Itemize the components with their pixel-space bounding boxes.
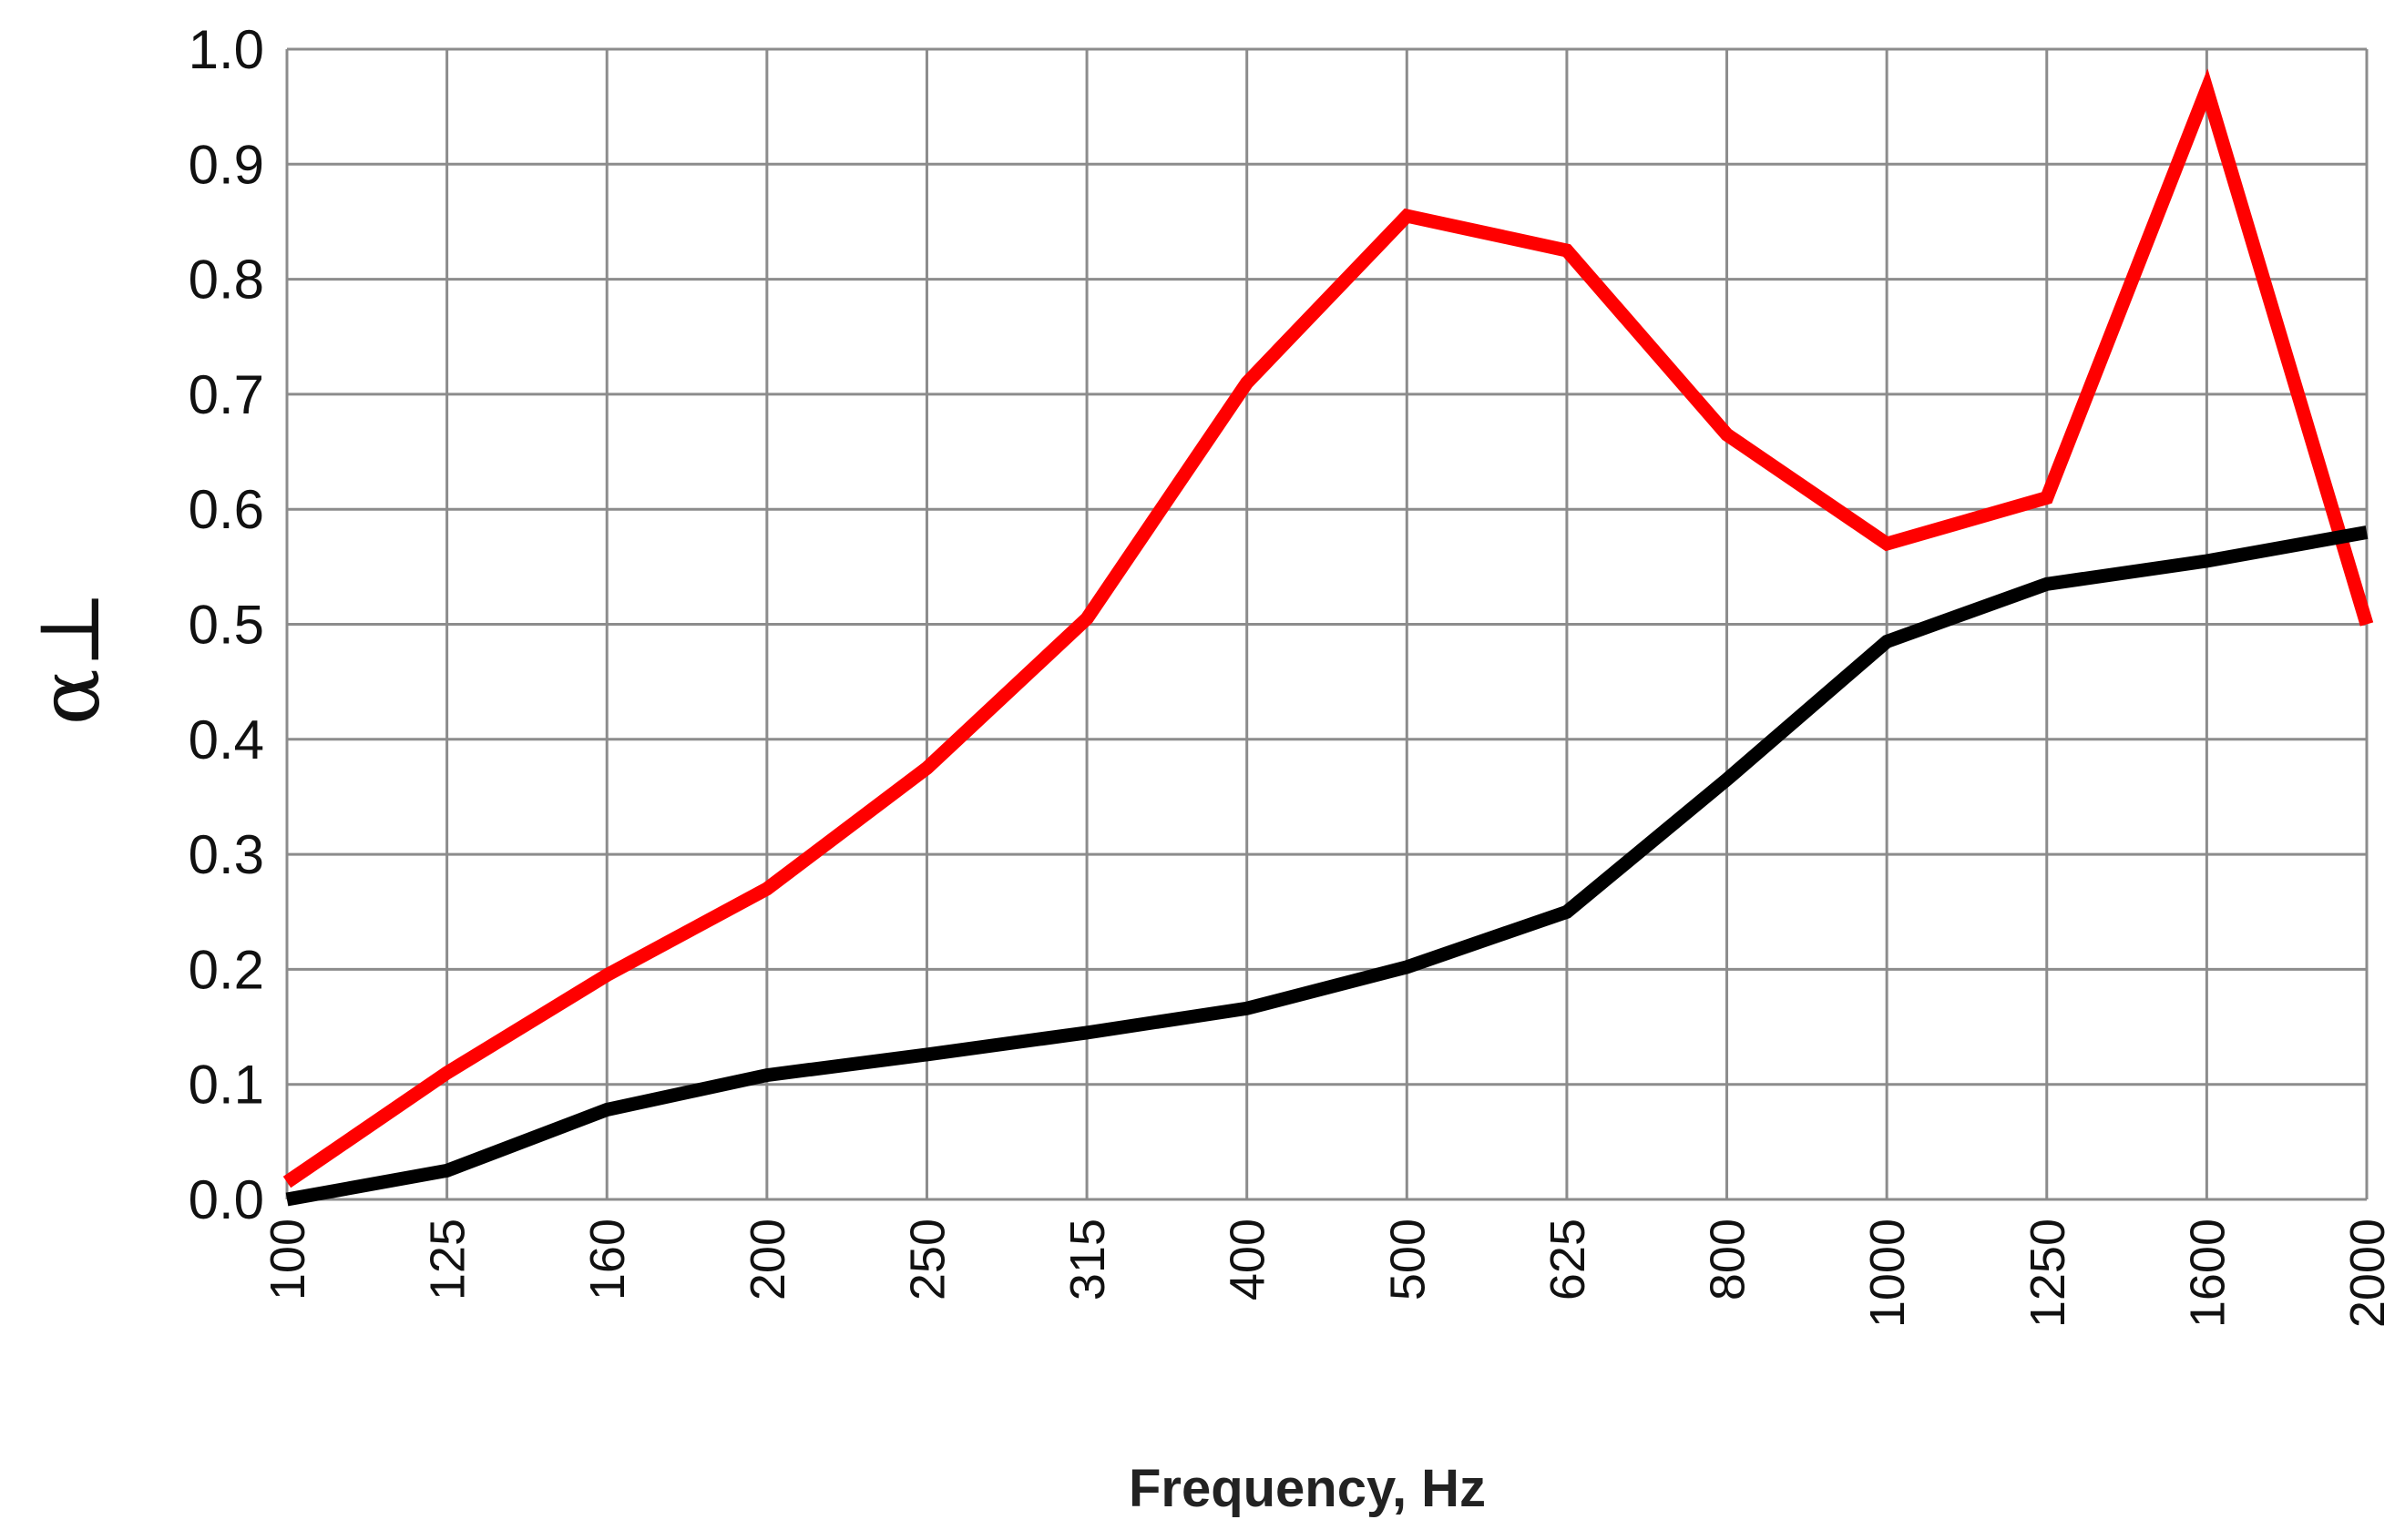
series-line-1 [282, 68, 2374, 1188]
y-tick-label: 0.0 [189, 1169, 264, 1230]
x-tick-label: 625 [1540, 1219, 1595, 1300]
x-tick-label: 400 [1221, 1219, 1275, 1300]
y-axis-label: α⊥ [21, 590, 118, 726]
y-tick-label: 0.9 [189, 134, 264, 195]
y-tick-label: 0.3 [189, 824, 264, 885]
x-tick-label: 2000 [2340, 1219, 2395, 1328]
x-tick-label: 315 [1060, 1219, 1115, 1300]
y-tick-label: 1.0 [189, 19, 264, 80]
y-tick-label: 0.8 [189, 250, 264, 311]
x-tick-label: 160 [580, 1219, 635, 1300]
y-tick-label: 0.6 [189, 479, 264, 540]
series-line-2 [285, 525, 2369, 1207]
x-tick-label: 1250 [2021, 1219, 2075, 1328]
x-axis-label: Frequency, Hz [1129, 1459, 1486, 1518]
x-tick-label: 100 [261, 1219, 315, 1300]
y-tick-label: 0.7 [189, 364, 264, 425]
x-tick-label: 200 [741, 1219, 795, 1300]
x-tick-label: 500 [1380, 1219, 1435, 1300]
y-tick-label: 0.5 [189, 595, 264, 656]
x-tick-label: 1000 [1860, 1219, 1915, 1328]
y-tick-label: 0.2 [189, 939, 264, 1000]
y-tick-label: 0.1 [189, 1055, 264, 1116]
x-tick-label: 125 [421, 1219, 476, 1300]
x-tick-label: 800 [1701, 1219, 1755, 1300]
x-tick-label: 1600 [2180, 1219, 2235, 1328]
x-tick-label: 250 [900, 1219, 955, 1300]
y-tick-label: 0.4 [189, 709, 264, 770]
grid [285, 47, 2369, 1201]
y-axis-ticks: 0.0 0.1 0.2 0.3 0.4 0.5 0.6 0.7 0.8 0.9 1.0 [189, 19, 264, 1230]
x-axis-ticks: 100 125 160 200 250 315 400 500 625 800 1000 1250 16… [261, 1219, 2395, 1328]
series-lines [282, 68, 2374, 1207]
